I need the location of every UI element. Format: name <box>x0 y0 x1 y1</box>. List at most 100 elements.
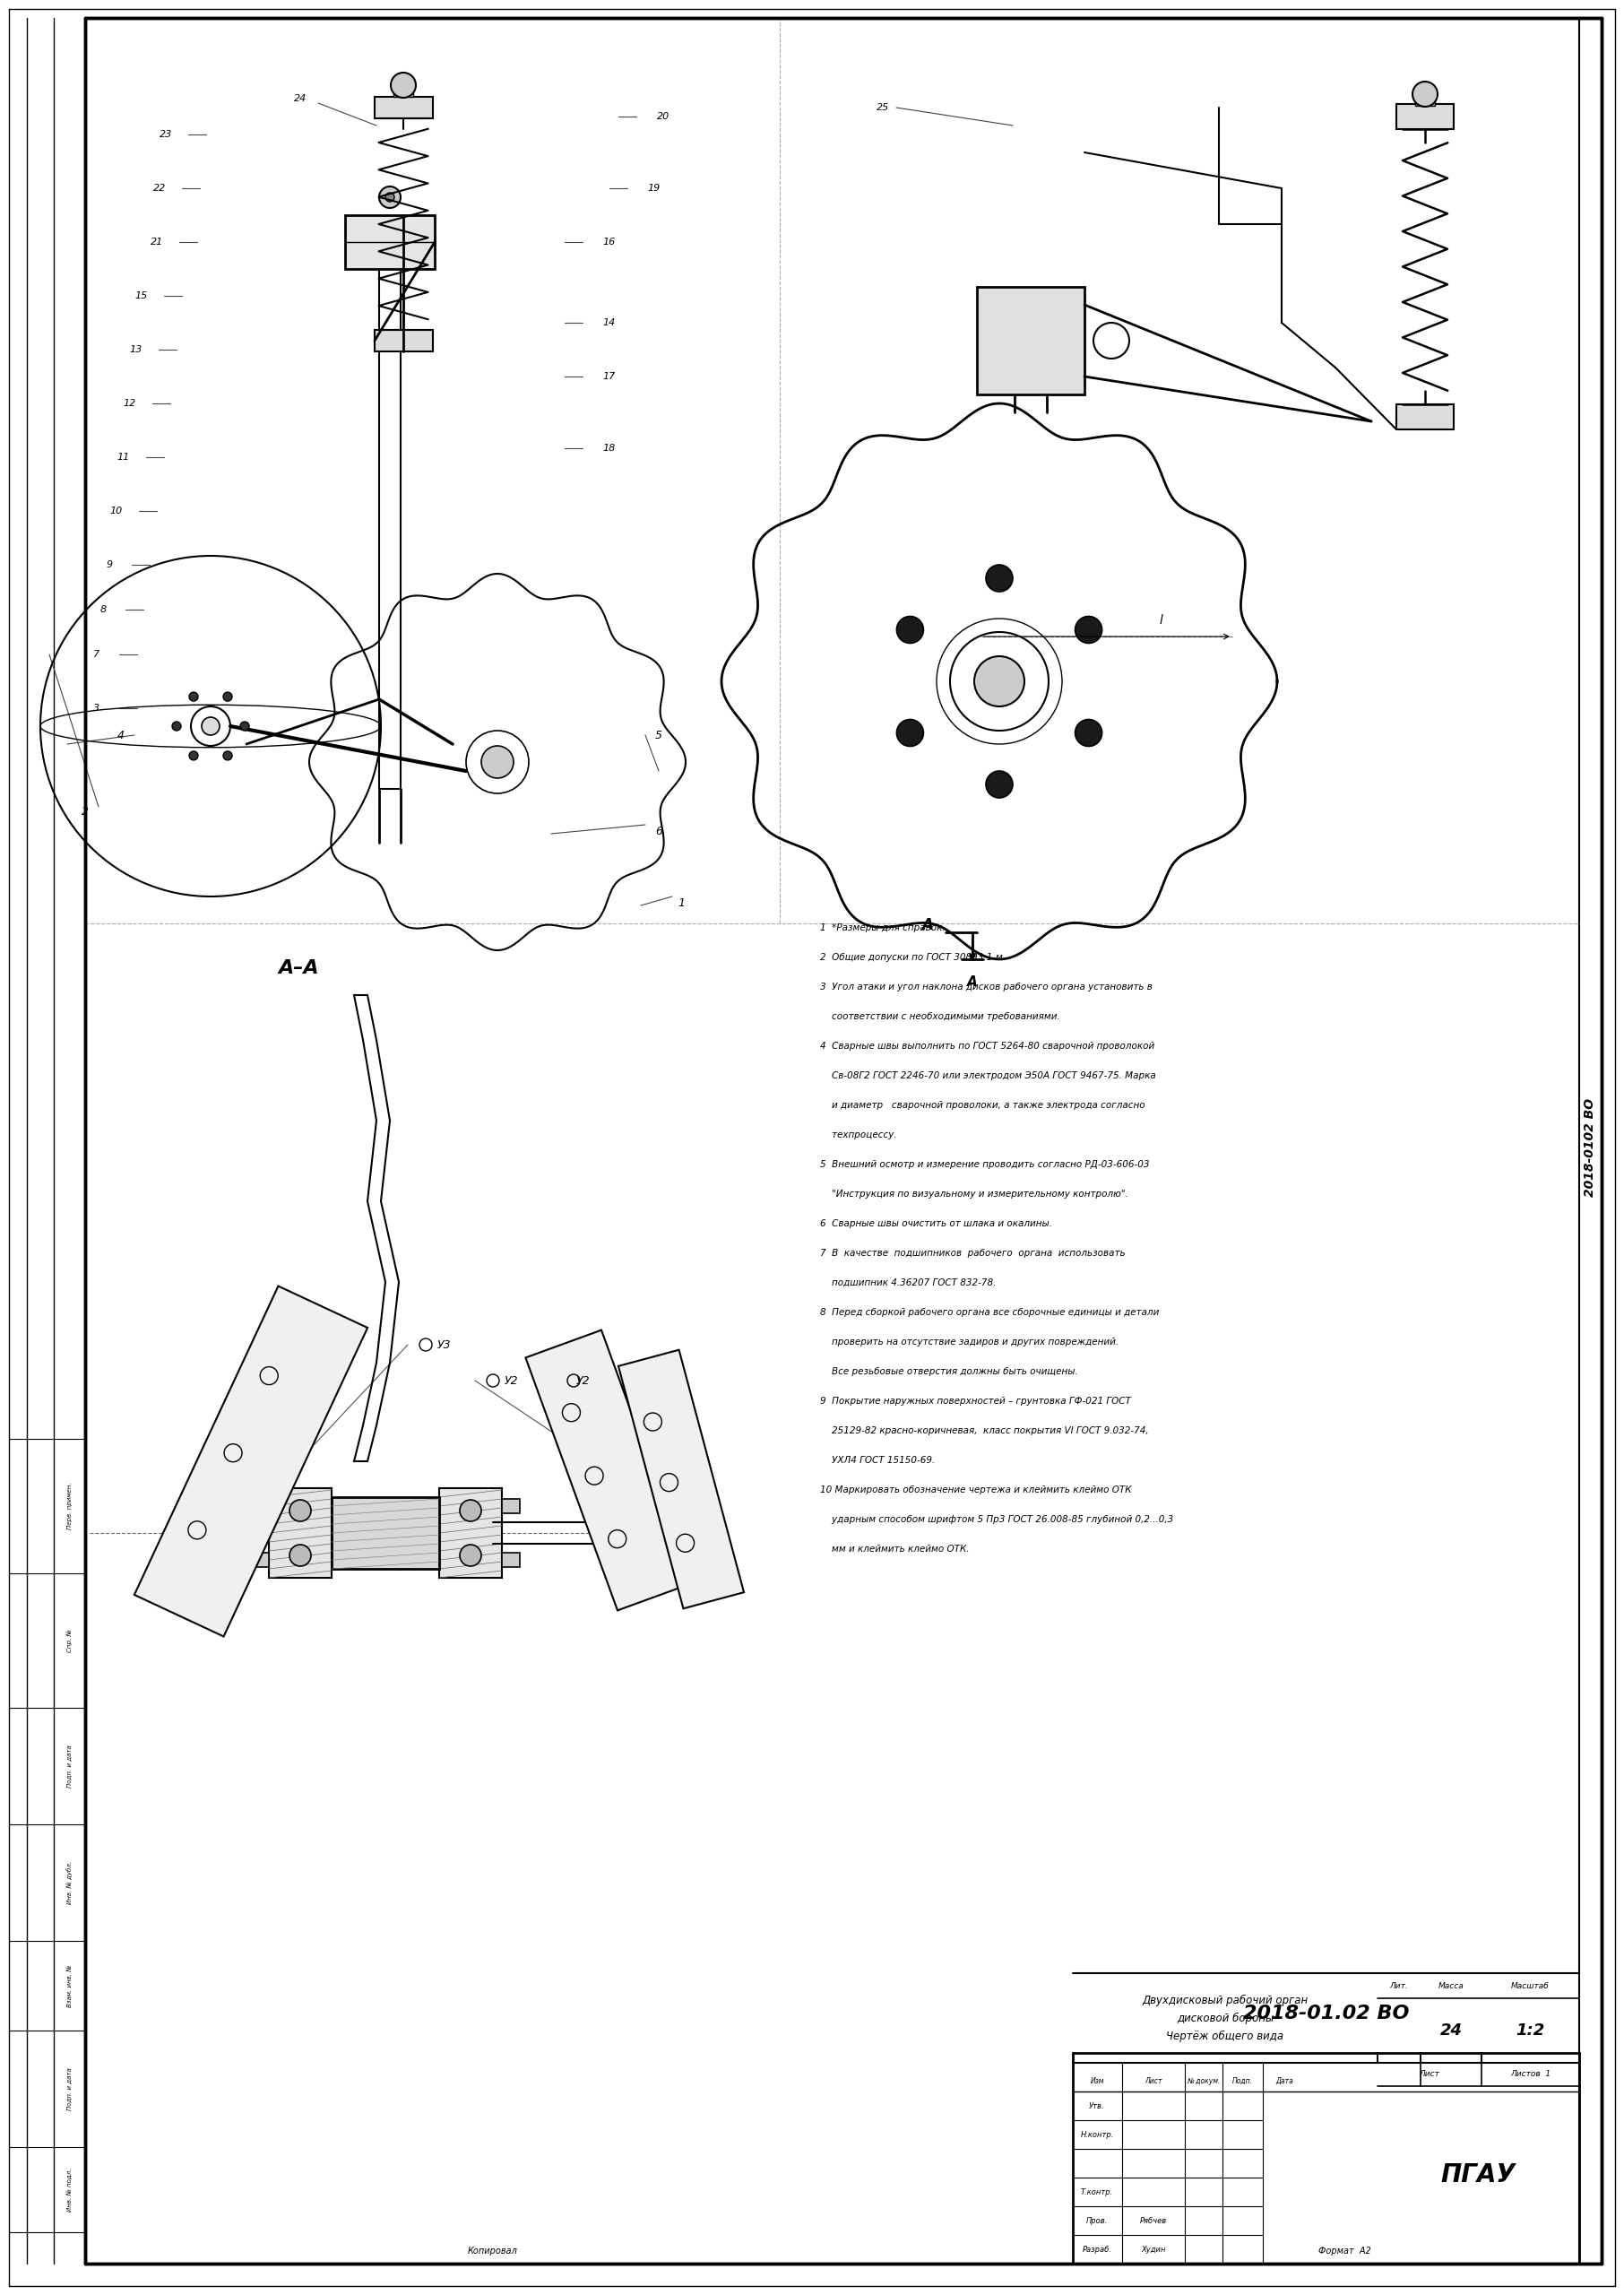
Text: Копировал: Копировал <box>468 2247 518 2256</box>
Text: ударным способом шрифтом 5 Пр3 ГОСТ 26.008-85 глубиной 0,2...0,3: ударным способом шрифтом 5 Пр3 ГОСТ 26.0… <box>820 1515 1174 1524</box>
Bar <box>344 216 435 269</box>
Circle shape <box>240 721 248 730</box>
Bar <box>1397 103 1453 129</box>
Bar <box>331 1496 438 1570</box>
Text: Дата: Дата <box>1275 2077 1293 2084</box>
Circle shape <box>460 1501 481 1522</box>
Text: 14: 14 <box>603 319 615 328</box>
Bar <box>1415 94 1436 106</box>
Circle shape <box>896 718 924 746</box>
Text: Перв. примен.: Перв. примен. <box>67 1483 71 1531</box>
Text: Лит.: Лит. <box>1390 1981 1408 1990</box>
Text: Т.контр.: Т.контр. <box>1080 2187 1112 2196</box>
Text: 1:2: 1:2 <box>1515 2022 1544 2038</box>
Text: 3: 3 <box>94 705 101 714</box>
Polygon shape <box>135 1285 367 1636</box>
Text: 19: 19 <box>648 184 661 193</box>
Bar <box>502 1554 520 1567</box>
Circle shape <box>172 721 180 730</box>
Text: Формат  А2: Формат А2 <box>1319 2247 1371 2256</box>
Circle shape <box>896 617 924 643</box>
Text: соответствии с необходимыми требованиями.: соответствии с необходимыми требованиями… <box>820 1012 1060 1021</box>
Circle shape <box>391 73 416 99</box>
Text: Утв.: Утв. <box>1090 2102 1104 2109</box>
Text: У3: У3 <box>437 1338 450 1349</box>
Text: Спр. №: Спр. № <box>67 1629 73 1652</box>
Circle shape <box>986 771 1013 799</box>
Text: 15: 15 <box>135 291 148 301</box>
Text: Пров.: Пров. <box>1086 2217 1108 2224</box>
Circle shape <box>188 693 198 702</box>
Bar <box>375 96 434 119</box>
Text: Худин: Худин <box>1142 2245 1166 2254</box>
Text: l: l <box>1160 615 1163 627</box>
Bar <box>393 85 412 96</box>
Text: и диаметр   сварочной проволоки, а также электрода согласно: и диаметр сварочной проволоки, а также э… <box>820 1102 1145 1111</box>
Bar <box>378 269 401 789</box>
Text: Масштаб: Масштаб <box>1512 1981 1549 1990</box>
Text: 18: 18 <box>603 443 615 452</box>
Text: У2: У2 <box>503 1375 518 1386</box>
Text: 16: 16 <box>603 239 615 246</box>
Text: 23: 23 <box>159 131 172 140</box>
Bar <box>438 1487 502 1579</box>
Circle shape <box>201 716 219 734</box>
Bar <box>252 1499 270 1512</box>
Text: 1  *Размеры для справок.: 1 *Размеры для справок. <box>820 923 945 932</box>
Text: Разраб.: Разраб. <box>1082 2245 1112 2254</box>
Text: Н.контр.: Н.контр. <box>1080 2130 1114 2139</box>
Text: 5  Внешний осмотр и измерение проводить согласно РД-03-606-03: 5 Внешний осмотр и измерение проводить с… <box>820 1159 1150 1168</box>
Text: 25129-82 красно-коричневая,  класс покрытия VI ГОСТ 9.032-74,: 25129-82 красно-коричневая, класс покрыт… <box>820 1425 1148 1434</box>
Text: 5: 5 <box>654 730 663 741</box>
Text: 24: 24 <box>294 94 307 103</box>
Text: Инв. № дубл.: Инв. № дубл. <box>67 1861 73 1905</box>
Text: 8  Перед сборкой рабочего органа все сборочные единицы и детали: 8 Перед сборкой рабочего органа все сбор… <box>820 1308 1160 1317</box>
Text: Подп. и дата: Подп. и дата <box>67 1744 71 1788</box>
Text: Листов  1: Листов 1 <box>1510 2070 1551 2079</box>
Bar <box>252 1554 270 1567</box>
Text: 21: 21 <box>151 239 164 246</box>
Polygon shape <box>526 1331 693 1611</box>
Text: мм и клеймить клеймо ОТК.: мм и клеймить клеймо ОТК. <box>820 1545 970 1554</box>
Circle shape <box>481 746 513 778</box>
Text: 2018-0102 ВО: 2018-0102 ВО <box>1583 1099 1596 1196</box>
Bar <box>375 330 434 351</box>
Text: № докум.: № докум. <box>1187 2077 1220 2084</box>
Text: УХЛ4 ГОСТ 15150-69.: УХЛ4 ГОСТ 15150-69. <box>820 1455 935 1464</box>
Text: 7: 7 <box>94 649 101 659</box>
Text: 7  В  качестве  подшипников  рабочего  органа  использовать: 7 В качестве подшипников рабочего органа… <box>820 1248 1125 1258</box>
Text: проверить на отсутствие задиров и других повреждений.: проверить на отсутствие задиров и других… <box>820 1338 1119 1347</box>
Circle shape <box>974 656 1025 707</box>
Text: 24: 24 <box>1440 2022 1462 2038</box>
Text: 22: 22 <box>153 184 166 193</box>
Text: 10 Маркировать обозначение чертежа и клеймить клеймо ОТК: 10 Маркировать обозначение чертежа и кле… <box>820 1485 1132 1494</box>
Text: "Инструкция по визуальному и измерительному контролю".: "Инструкция по визуальному и измерительн… <box>820 1189 1129 1198</box>
Text: Чертёж общего вида: Чертёж общего вида <box>1166 2031 1285 2043</box>
Text: подшипник 4.36207 ГОСТ 832-78.: подшипник 4.36207 ГОСТ 832-78. <box>820 1278 996 1287</box>
Text: 10: 10 <box>110 507 123 516</box>
Text: Двухдисковый рабочий орган: Двухдисковый рабочий орган <box>1142 1994 1307 2006</box>
Circle shape <box>460 1545 481 1565</box>
Text: ПГАУ: ПГАУ <box>1440 2162 1515 2187</box>
Text: Масса: Масса <box>1439 1981 1463 1990</box>
Text: Взам. инв. №: Взам. инв. № <box>67 1965 71 2008</box>
Circle shape <box>289 1545 312 1565</box>
Text: 6  Сварные швы очистить от шлака и окалины.: 6 Сварные швы очистить от шлака и окалин… <box>820 1219 1052 1228</box>
Text: А: А <box>968 975 978 989</box>
Text: 2: 2 <box>81 806 89 817</box>
Text: Изм: Изм <box>1090 2077 1104 2084</box>
Circle shape <box>378 186 401 209</box>
Bar <box>1397 404 1453 429</box>
Circle shape <box>222 693 232 702</box>
Text: 12: 12 <box>123 399 136 409</box>
Text: 1: 1 <box>677 897 685 909</box>
Text: 4  Сварные швы выполнить по ГОСТ 5264-80 сварочной проволокой: 4 Сварные швы выполнить по ГОСТ 5264-80 … <box>820 1042 1155 1051</box>
Text: Лист: Лист <box>1145 2077 1163 2084</box>
Text: 11: 11 <box>117 452 130 461</box>
Text: Лист: Лист <box>1419 2070 1440 2079</box>
Text: Подп. и дата: Подп. и дата <box>67 2068 71 2109</box>
Text: 4: 4 <box>117 730 125 741</box>
Circle shape <box>188 750 198 760</box>
Text: Св-08Г2 ГОСТ 2246-70 или электродом Э50А ГОСТ 9467-75. Марка: Св-08Г2 ГОСТ 2246-70 или электродом Э50А… <box>820 1072 1156 1081</box>
Text: 13: 13 <box>130 344 143 353</box>
